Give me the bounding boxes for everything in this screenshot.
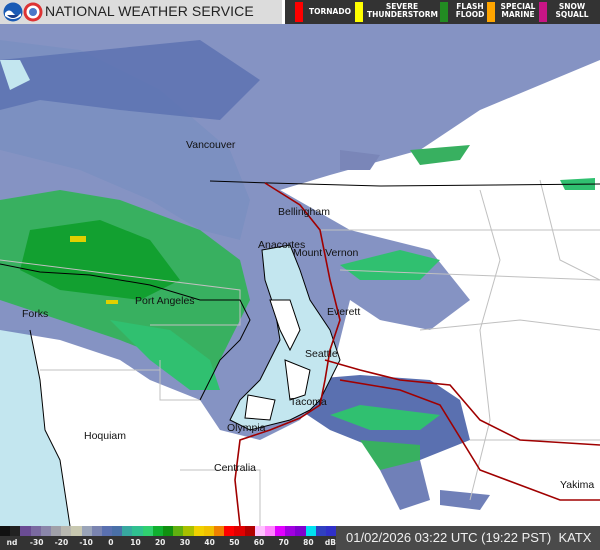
scale-label: 10 — [130, 538, 141, 547]
scale-swatch — [305, 526, 316, 536]
scale-label: 0 — [108, 538, 114, 547]
city-label: Mount Vernon — [293, 247, 359, 259]
city-label: Yakima — [560, 479, 595, 491]
header: NATIONAL WEATHER SERVICE TORNADO SEVERE T… — [0, 0, 600, 24]
scale-label: 80 — [303, 538, 314, 547]
scale-swatch — [193, 526, 204, 536]
special-marine-swatch — [487, 2, 495, 22]
scale-swatch — [50, 526, 62, 536]
scale-swatch — [315, 526, 326, 536]
scale-swatch — [71, 526, 82, 536]
tornado-label: TORNADO — [309, 7, 351, 16]
highways — [234, 182, 600, 527]
scale-swatch — [132, 526, 143, 536]
scale-swatch — [40, 526, 51, 536]
scale-swatch — [20, 526, 31, 536]
dbz-color-scale: nd -30 -20 -10 0 10 20 30 40 50 60 70 80 dBZ — [0, 526, 341, 550]
scale-label: 40 — [204, 538, 215, 547]
scale-swatch — [81, 526, 92, 536]
noaa-logo-icon — [3, 2, 23, 22]
scale-swatch — [203, 526, 214, 536]
severe-thunderstorm-label: SEVERE THUNDERSTORM — [367, 2, 439, 19]
scale-swatch — [264, 526, 276, 536]
pacific-ocean — [0, 330, 70, 526]
nws-brand: NATIONAL WEATHER SERVICE — [0, 0, 282, 24]
shoreline — [0, 263, 251, 527]
city-label: Everett — [327, 306, 361, 318]
scale-label: 60 — [253, 538, 265, 547]
color-bar — [0, 526, 337, 536]
scale-swatch — [295, 526, 306, 536]
scale-swatch — [30, 526, 41, 536]
scale-swatch — [244, 526, 255, 536]
scale-swatch — [285, 526, 296, 536]
snow-squall-label: SNOW SQUALL — [555, 2, 589, 19]
city-label: Anacortes — [258, 239, 306, 251]
radar-map[interactable]: Vancouver Bellingham Anacortes Mount Ver… — [0, 24, 600, 527]
city-label: Port Angeles — [135, 295, 195, 307]
special-marine-label: SPECIAL MARINE — [500, 2, 536, 19]
timestamp-bar: 01/02/2026 03:22 UTC (19:22 PST) KATX — [336, 526, 600, 550]
scale-label: 30 — [179, 538, 191, 547]
scale-label: -10 — [79, 538, 93, 547]
scale-swatch — [163, 526, 174, 536]
scale-swatch — [234, 526, 245, 536]
scale-label: -20 — [54, 538, 69, 547]
city-label: Bellingham — [278, 206, 330, 218]
flash-flood-label: FLASH FLOOD — [455, 2, 485, 19]
scale-label: -30 — [29, 538, 44, 547]
flash-flood-swatch — [440, 2, 448, 22]
radar-map-canvas — [0, 24, 600, 527]
us-canada-border — [209, 180, 600, 187]
scale-label: dBZ — [324, 538, 342, 547]
city-label: Olympia — [227, 422, 266, 434]
scale-label: nd — [6, 538, 18, 547]
scale-swatch — [101, 526, 113, 536]
scale-swatch — [0, 526, 11, 536]
scale-swatch — [122, 526, 133, 536]
scale-label: 70 — [278, 538, 289, 547]
scale-swatch — [326, 526, 337, 536]
scale-swatch — [254, 526, 265, 536]
scale-swatch — [91, 526, 102, 536]
scale-swatch — [224, 526, 235, 536]
scale-swatch — [112, 526, 123, 536]
city-label: Forks — [22, 308, 49, 320]
county-lines — [0, 179, 600, 526]
scale-swatch — [213, 526, 225, 536]
scale-swatch — [10, 526, 21, 536]
site-title: NATIONAL WEATHER SERVICE — [45, 3, 254, 19]
severe-thunderstorm-swatch — [355, 2, 363, 22]
footer: nd -30 -20 -10 0 10 20 30 40 50 60 70 80 dBZ 01/02/20… — [0, 526, 600, 550]
scale-swatch — [61, 526, 72, 536]
city-label: Seattle — [305, 348, 338, 360]
tornado-swatch — [295, 2, 303, 22]
scale-swatch — [142, 526, 153, 536]
scale-label: 50 — [229, 538, 240, 547]
scale-swatch — [275, 526, 286, 536]
city-label: Centralia — [214, 462, 257, 474]
radar-echoes — [0, 24, 600, 510]
radar-station: KATX — [558, 530, 592, 545]
warning-legend: TORNADO SEVERE THUNDERSTORM FLASH FLOOD SP… — [285, 0, 600, 24]
timestamp: 01/02/2026 03:22 UTC (19:22 PST) — [346, 530, 552, 545]
scale-swatch — [152, 526, 163, 536]
city-label: Hoquiam — [84, 430, 127, 442]
city-label: Tacoma — [290, 396, 327, 408]
scale-swatch — [173, 526, 184, 536]
nws-logo-icon — [23, 2, 43, 22]
scale-label: 20 — [154, 538, 166, 547]
scale-swatch — [183, 526, 194, 536]
city-label: Vancouver — [186, 139, 236, 151]
snow-squall-swatch — [539, 2, 547, 22]
